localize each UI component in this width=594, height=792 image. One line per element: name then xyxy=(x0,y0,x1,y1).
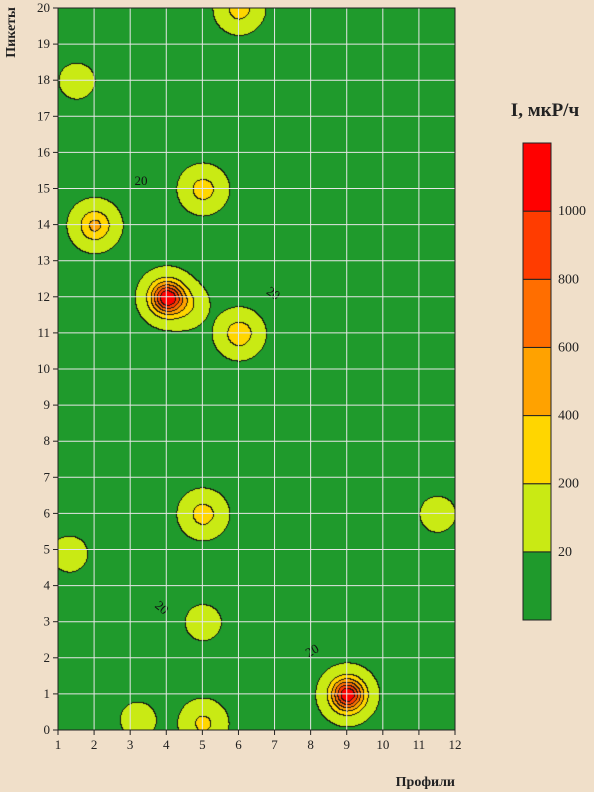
contour-label: 20 xyxy=(135,173,148,188)
legend-level-label: 800 xyxy=(558,272,579,287)
legend-level-label: 600 xyxy=(558,340,579,355)
legend-level-label: 200 xyxy=(558,477,579,492)
x-tick-label: 12 xyxy=(449,737,462,752)
legend-swatch xyxy=(522,415,552,485)
x-tick-label: 3 xyxy=(127,737,134,752)
y-tick-label: 17 xyxy=(37,108,51,123)
y-tick-label: 11 xyxy=(37,325,50,340)
legend-swatch xyxy=(522,142,552,212)
y-tick-label: 15 xyxy=(37,181,50,196)
y-tick-label: 2 xyxy=(44,650,51,665)
y-tick-label: 14 xyxy=(37,217,51,232)
y-tick-label: 10 xyxy=(37,361,50,376)
legend: I, мкР/ч 20 200 400 600 800 1000 xyxy=(511,100,586,621)
legend-level-label: 1000 xyxy=(558,204,586,219)
y-tick-label: 19 xyxy=(37,36,50,51)
x-axis-title: Профили xyxy=(396,775,455,790)
y-tick-label: 9 xyxy=(44,397,51,412)
x-tick-label: 6 xyxy=(235,737,242,752)
x-tick-label: 8 xyxy=(307,737,314,752)
y-tick-label: 12 xyxy=(37,289,50,304)
contour-label: 20 xyxy=(303,641,322,660)
y-tick-label: 18 xyxy=(37,72,50,87)
y-axis-title: Пикеты xyxy=(4,7,19,58)
x-tick-label: 9 xyxy=(343,737,350,752)
legend-title: I, мкР/ч xyxy=(511,100,580,121)
plot-frame xyxy=(57,7,456,731)
y-tick-label: 5 xyxy=(44,542,51,557)
y-tick-label: 8 xyxy=(44,433,51,448)
axes: 1 2 3 4 5 6 7 8 9 10 11 120123456789101112131415161… xyxy=(37,0,462,752)
x-tick-label: 5 xyxy=(199,737,206,752)
y-tick-label: 3 xyxy=(44,614,51,629)
legend-swatch xyxy=(522,551,552,621)
legend-level-label: 400 xyxy=(558,409,579,424)
legend-swatch xyxy=(522,210,552,280)
x-tick-label: 7 xyxy=(271,737,278,752)
y-tick-label: 1 xyxy=(44,686,51,701)
legend-level-label: 20 xyxy=(558,545,572,560)
y-tick-label: 13 xyxy=(37,253,50,268)
y-tick-label: 7 xyxy=(44,469,51,484)
legend-swatch xyxy=(522,278,552,348)
y-tick-label: 4 xyxy=(44,578,51,593)
x-tick-label: 10 xyxy=(376,737,389,752)
legend-swatch xyxy=(522,346,552,417)
y-tick-label: 20 xyxy=(37,0,50,15)
x-tick-label: 11 xyxy=(413,737,426,752)
x-tick-label: 1 xyxy=(55,737,62,752)
legend-swatch xyxy=(522,483,552,553)
x-tick-label: 4 xyxy=(163,737,170,752)
y-tick-label: 6 xyxy=(44,505,51,520)
x-tick-label: 2 xyxy=(91,737,98,752)
y-tick-label: 0 xyxy=(44,722,51,737)
y-tick-label: 16 xyxy=(37,144,51,159)
